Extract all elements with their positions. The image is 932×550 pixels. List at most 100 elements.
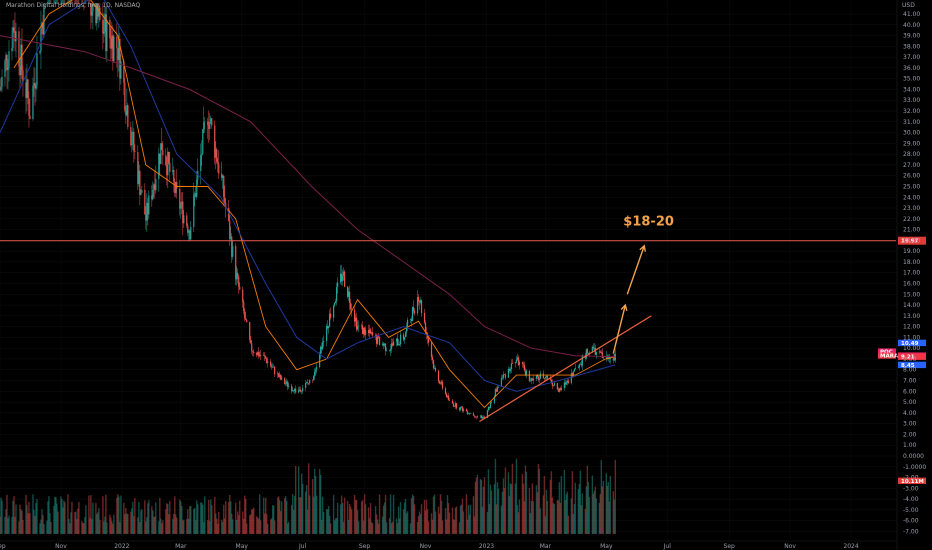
candle-body [160,143,162,164]
candle-body [350,302,352,310]
volume-bar [341,502,344,534]
candle-body [397,344,400,346]
volume-bar [530,500,533,534]
time-axis[interactable]: Sep Nov 2022 Mar May Jul Sep Nov 2023 Mar May Jul Se… [0,540,896,550]
candle-body [535,375,538,379]
volume-bar [141,509,143,534]
volume-bar [531,483,534,534]
volume-bar [306,509,309,534]
volume-bar [301,483,304,534]
candle-body [202,129,204,154]
candle-body [369,329,372,334]
candle-body [138,170,140,184]
candle-body [83,3,85,4]
candle-body [448,400,451,401]
volume-bar [353,494,356,534]
volume-bar [508,496,511,534]
volume-bar [25,494,27,534]
volume-bar [242,511,244,534]
volume-bar [439,494,442,534]
volume-bar [243,518,245,534]
volume-bar [588,497,591,534]
volume-bar [300,473,303,534]
volume-bar [39,523,41,534]
volume-bar [8,515,10,534]
candle-body [14,31,16,42]
volume-bar [190,505,192,534]
volume-bar [404,498,407,534]
candle-body [112,35,114,62]
candle-body [99,7,101,21]
volume-bar [446,495,449,534]
volume-bar [270,518,273,534]
candle-body [444,388,447,394]
volume-bar [139,521,141,534]
volume-bar [574,482,577,534]
volume-bar [608,501,611,534]
volume-bar [85,505,87,534]
volume-bar [516,504,519,534]
y-tick-label: 36.00 [903,65,920,72]
candle-body [265,356,267,359]
volume-bar [246,523,248,534]
volume-bar [266,514,268,534]
candle-body [225,203,227,208]
candle-body [579,363,581,365]
volume-bar [286,523,289,534]
candle-body [294,388,296,392]
candle-body [133,131,135,151]
candle-body [497,386,500,388]
candle-body [600,352,602,353]
volume-bar [535,485,538,534]
volume-bar [544,516,547,534]
volume-bar [550,471,553,534]
volume-bar [134,498,136,534]
candle-body [553,383,555,386]
volume-bar [412,495,415,534]
candle-body [343,271,345,276]
volume-bar [600,460,603,534]
volume-bar [425,499,428,534]
y-tick-label: 28.00 [903,151,920,158]
volume-bar [488,504,491,534]
candle-body [517,357,520,365]
volume-bar [203,522,205,534]
candle-body [266,358,268,363]
candle-body [458,408,461,410]
volume-bar [299,497,302,534]
volume-bar [68,518,70,534]
volume-bar [385,522,388,534]
volume-bar [90,495,92,534]
volume-bar [264,513,266,534]
volume-bar [13,496,15,534]
volume-bar [12,500,14,534]
candle-body [328,326,330,329]
y-tick-label: 2.00 [903,431,917,438]
volume-bar [378,494,381,534]
volume-bar [398,518,401,534]
volume-bar [236,519,238,534]
y-tick-label: -3.00 [903,485,919,492]
volume-bar [558,482,561,534]
candle-body [501,377,504,379]
volume-bar [339,504,342,534]
volume-bar [238,515,240,534]
price-axis[interactable]: 41.00 40.00 39.00 38.00 37.00 36.00 35.00 34.00… [896,0,926,550]
candle-body [89,3,91,4]
volume-bar [514,483,517,534]
volume-bar [173,513,175,534]
x-tick-label: May [600,543,613,550]
volume-bar [460,504,463,534]
volume-bar [125,508,127,534]
candle-body [361,325,364,335]
volume-bar [430,513,433,534]
candle-body [462,409,465,411]
volume-bar [348,504,351,534]
y-tick-label: 16.00 [903,281,920,288]
volume-bar [560,476,563,534]
candle-body [216,149,218,163]
volume-bar [284,495,287,534]
volume-bar [182,520,184,534]
candle-body [515,359,518,363]
